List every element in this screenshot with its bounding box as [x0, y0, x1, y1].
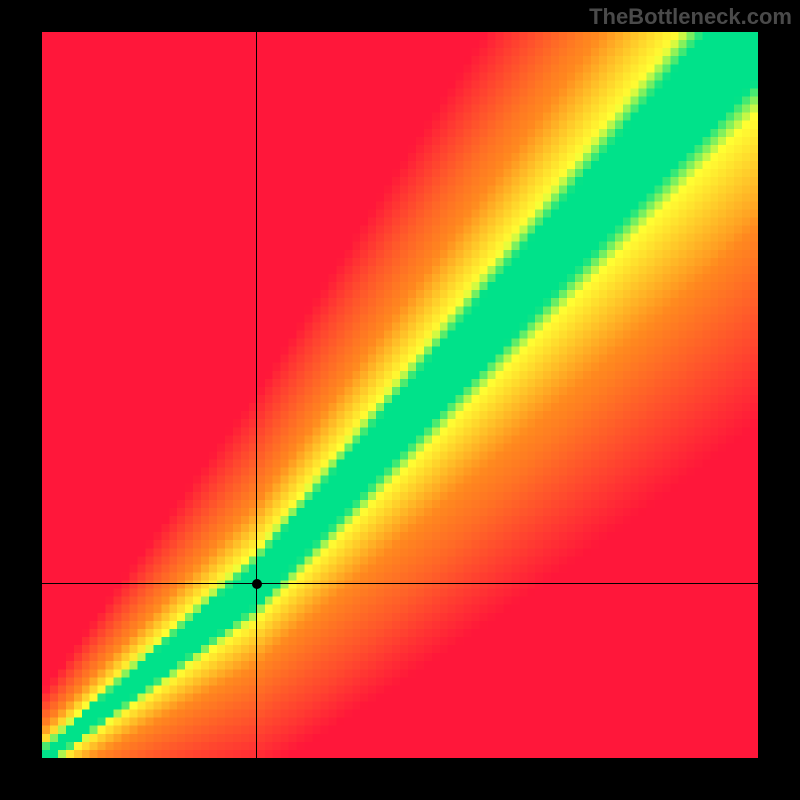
chart-frame: TheBottleneck.com	[0, 0, 800, 800]
plot-area	[42, 32, 758, 758]
crosshair-horizontal	[42, 583, 758, 584]
marker-dot	[252, 579, 262, 589]
crosshair-vertical	[256, 32, 257, 758]
heatmap-canvas	[42, 32, 758, 758]
watermark-text: TheBottleneck.com	[589, 4, 792, 30]
